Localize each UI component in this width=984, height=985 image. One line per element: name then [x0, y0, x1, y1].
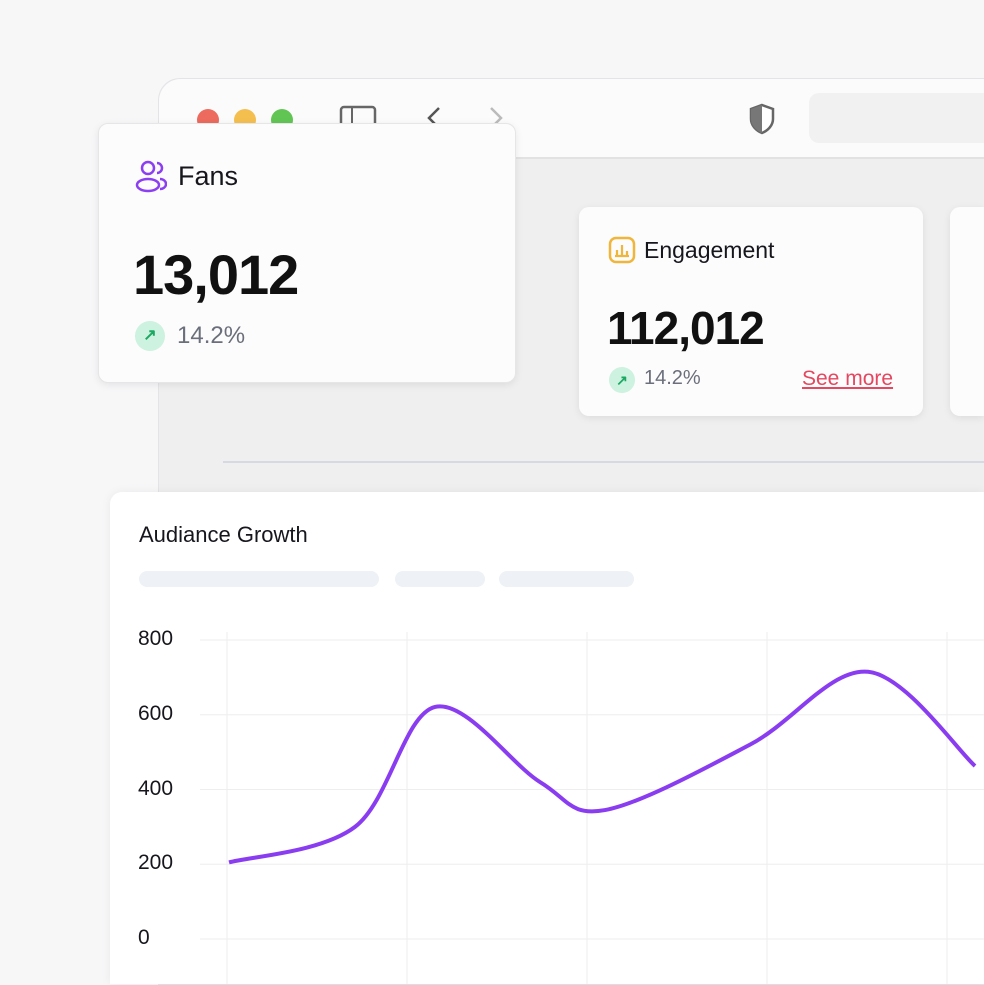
see-more-link[interactable]: See more: [802, 367, 894, 390]
trend-up-icon: ↗: [609, 367, 635, 393]
y-tick-label: 0: [138, 926, 150, 949]
card-change: 14.2%: [644, 367, 701, 389]
third-card: [950, 207, 984, 416]
card-label: Engagement: [644, 237, 775, 263]
line-chart: [200, 632, 984, 984]
card-label: Fans: [178, 161, 239, 191]
title-bar: [159, 79, 984, 159]
shield-icon[interactable]: [748, 103, 776, 135]
y-tick-label: 800: [138, 627, 174, 650]
filter-placeholder[interactable]: [395, 571, 485, 587]
fans-card: Fans 13,012 ↗ 14.2%: [98, 123, 516, 383]
engagement-card: Engagement 112,012 ↗ 14.2% See more: [579, 207, 923, 416]
chart-title: Audiance Growth: [139, 522, 308, 547]
filter-placeholder[interactable]: [499, 571, 634, 587]
y-tick-label: 200: [138, 851, 174, 875]
filter-placeholder[interactable]: [139, 571, 379, 587]
divider: [223, 461, 984, 463]
audience-growth-card: Audiance Growth 800 600 400 200 0: [110, 492, 984, 984]
card-value: 13,012: [133, 243, 299, 306]
y-tick-label: 400: [138, 776, 174, 800]
address-bar[interactable]: [809, 93, 984, 143]
bar-chart-icon: [608, 236, 636, 264]
card-value: 112,012: [607, 302, 765, 354]
users-icon: [135, 160, 167, 193]
trend-up-icon: ↗: [135, 321, 165, 351]
growth-series-line: [228, 669, 977, 865]
card-change: 14.2%: [177, 322, 246, 349]
y-tick-label: 600: [138, 701, 174, 725]
